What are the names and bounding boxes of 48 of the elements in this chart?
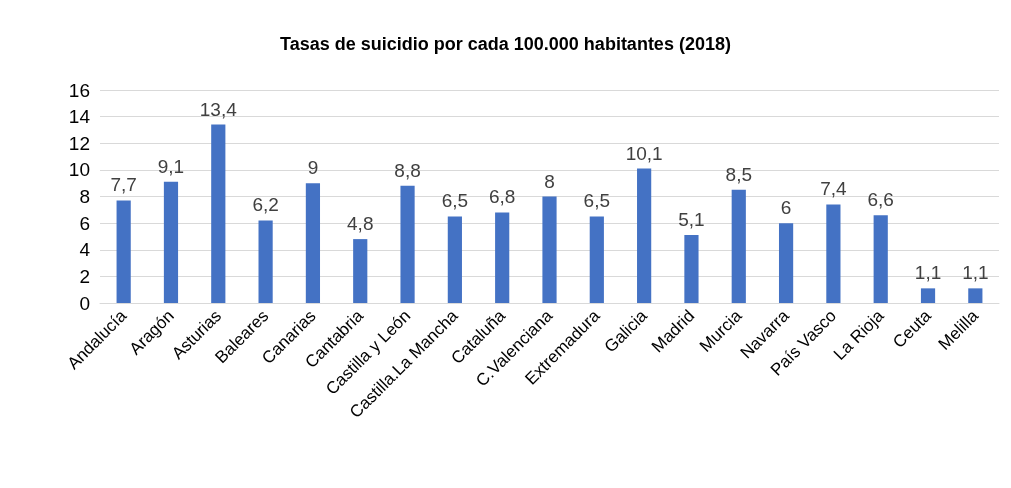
bar	[353, 239, 368, 303]
data-label: 6,6	[867, 189, 894, 211]
data-label: 10,1	[625, 142, 663, 164]
bar	[495, 212, 510, 303]
data-label: 13,4	[199, 98, 238, 120]
data-label: 1,1	[962, 262, 989, 284]
bar	[778, 223, 794, 303]
data-label: 4,8	[347, 213, 374, 235]
data-label: 9	[307, 157, 319, 179]
bar	[116, 200, 131, 303]
y-tick-label: 4	[79, 239, 91, 261]
data-label: 6	[780, 197, 792, 219]
data-label: 5,1	[678, 209, 705, 231]
bar	[920, 288, 936, 303]
y-tick-label: 2	[79, 265, 90, 287]
data-label: 1,1	[914, 262, 942, 284]
bar	[305, 183, 321, 303]
bar	[637, 168, 652, 303]
data-label: 7,4	[820, 178, 848, 200]
data-label: 6,2	[252, 194, 279, 216]
y-tick-label: 14	[68, 106, 91, 128]
y-tick-label: 12	[68, 132, 90, 154]
bar	[826, 204, 841, 303]
y-tick-label: 6	[79, 212, 90, 234]
data-label: 6,5	[583, 190, 611, 212]
y-tick-label: 16	[68, 79, 90, 101]
data-label: 8,5	[725, 163, 752, 185]
data-label: 6,5	[441, 190, 469, 212]
bar	[400, 185, 415, 303]
bar	[211, 124, 226, 303]
data-label: 7,7	[110, 174, 137, 196]
chart-title: Tasas de suicidio por cada 100.000 habitantes (2018)	[280, 34, 731, 54]
y-tick-label: 8	[79, 186, 90, 207]
data-label: 8	[544, 170, 555, 192]
bar	[968, 288, 983, 303]
bar	[163, 181, 179, 303]
bar	[873, 215, 888, 303]
bar	[731, 189, 746, 303]
data-label: 9,1	[157, 155, 185, 177]
bar	[447, 216, 462, 303]
data-label: 8,8	[394, 159, 421, 181]
bar	[258, 220, 273, 303]
bar	[589, 216, 604, 303]
data-label: 6,8	[488, 186, 516, 208]
y-tick-label: 10	[68, 159, 90, 181]
y-tick-label: 0	[79, 292, 90, 314]
bar	[684, 235, 699, 303]
bar	[542, 196, 557, 303]
